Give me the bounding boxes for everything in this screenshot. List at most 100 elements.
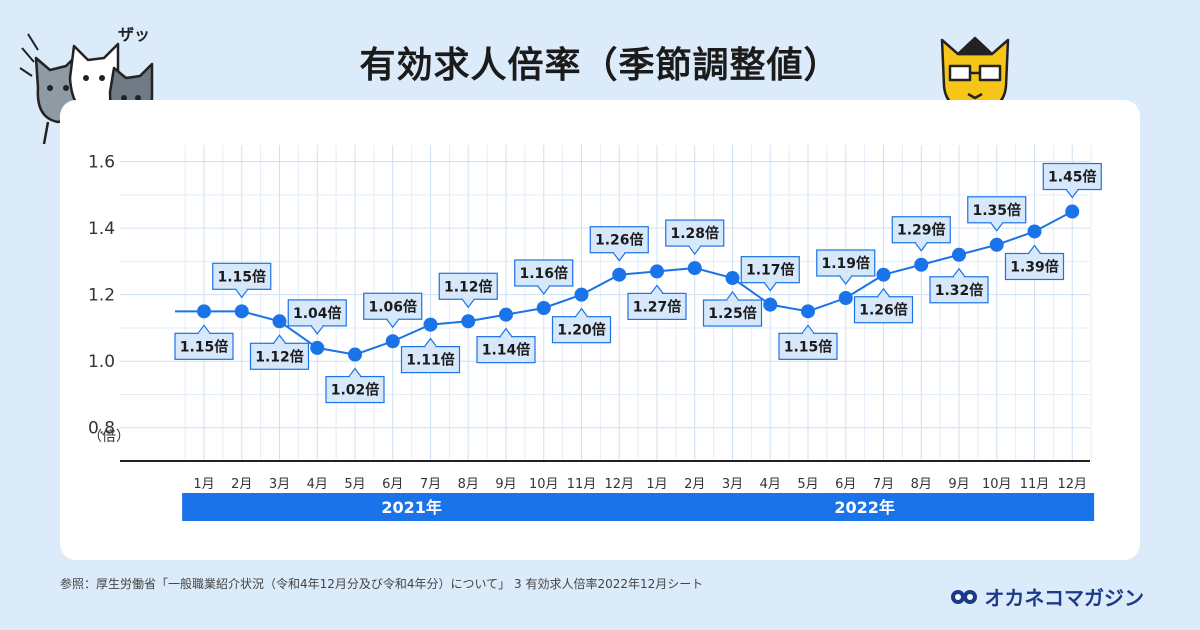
x-tick-label: 5月 bbox=[797, 477, 818, 492]
data-label: 1.39倍 bbox=[1004, 244, 1065, 281]
brand-logo: オカネコマガジン bbox=[950, 582, 1144, 611]
data-label-pointer bbox=[386, 318, 400, 329]
data-label: 1.19倍 bbox=[816, 249, 876, 286]
data-label-text: 1.17倍 bbox=[746, 262, 795, 279]
data-point bbox=[876, 267, 891, 282]
data-point bbox=[461, 314, 476, 329]
x-tick-label: 4月 bbox=[760, 477, 781, 492]
data-label-text: 1.06倍 bbox=[368, 298, 417, 315]
chart-card: 0.8 1.0 1.2 1.4 1.6 （倍） 1月 2月 3月 4月 5月 6月 7月 8月 9月 10月 1… bbox=[60, 100, 1140, 560]
data-label: 1.26倍 bbox=[589, 226, 649, 262]
data-label: 1.15倍 bbox=[778, 324, 838, 360]
data-label: 1.14倍 bbox=[476, 327, 536, 364]
logo-mark-icon bbox=[951, 589, 978, 604]
data-label-pointer bbox=[914, 242, 928, 252]
data-label-text: 1.20倍 bbox=[557, 322, 606, 339]
data-label-text: 1.26倍 bbox=[595, 232, 644, 249]
x-tick-label: 1月 bbox=[193, 477, 214, 492]
data-label: 1.20倍 bbox=[551, 307, 612, 344]
data-label: 1.15倍 bbox=[212, 262, 272, 299]
data-label: 1.12倍 bbox=[249, 334, 310, 370]
data-label-box bbox=[589, 226, 649, 254]
data-point bbox=[197, 304, 211, 319]
data-label: 1.16倍 bbox=[514, 259, 574, 295]
data-label-pointer bbox=[537, 285, 551, 295]
data-point bbox=[1065, 204, 1080, 219]
data-label-box bbox=[476, 336, 536, 364]
data-label: 1.06倍 bbox=[363, 292, 423, 329]
y-tick-label: 0.8 bbox=[88, 419, 115, 439]
line-chart: 0.8 1.0 1.2 1.4 1.6 （倍） 1月 2月 3月 4月 5月 6月 7月 8月 9月 10月 1… bbox=[88, 145, 1102, 521]
y-tick-label: 1.0 bbox=[88, 352, 115, 372]
data-label-text: 1.26倍 bbox=[859, 302, 908, 319]
data-label: 1.28倍 bbox=[665, 219, 725, 256]
data-label-pointer bbox=[1028, 244, 1041, 254]
data-label: 1.32倍 bbox=[929, 267, 989, 304]
data-label: 1.45倍 bbox=[1042, 162, 1102, 199]
data-label-pointer bbox=[1065, 189, 1079, 199]
data-label-box bbox=[363, 292, 423, 320]
data-label-text: 1.19倍 bbox=[821, 255, 870, 272]
data-label-pointer bbox=[273, 334, 286, 344]
x-tick-label: 5月 bbox=[344, 477, 365, 492]
data-label-box bbox=[929, 276, 989, 304]
data-label-text: 1.27倍 bbox=[633, 298, 682, 315]
data-point bbox=[801, 304, 815, 319]
x-tick-label: 6月 bbox=[835, 477, 856, 492]
data-label-pointer bbox=[612, 252, 626, 262]
data-label-box bbox=[778, 332, 838, 360]
data-label-text: 1.04倍 bbox=[293, 305, 342, 322]
data-label: 1.02倍 bbox=[325, 367, 385, 404]
x-tick-label: 7月 bbox=[420, 477, 441, 492]
x-tick-label: 9月 bbox=[495, 477, 516, 492]
data-label-box bbox=[740, 256, 800, 284]
data-point bbox=[1027, 224, 1042, 239]
data-label-text: 1.16倍 bbox=[519, 265, 568, 282]
x-tick-label: 9月 bbox=[948, 477, 969, 492]
data-label: 1.15倍 bbox=[174, 324, 234, 360]
data-label-pointer bbox=[952, 267, 966, 278]
data-label-pointer bbox=[801, 324, 815, 334]
data-label-pointer bbox=[461, 298, 475, 309]
x-tick-label: 11月 bbox=[567, 477, 597, 492]
data-point bbox=[687, 261, 702, 276]
data-label: 1.35倍 bbox=[967, 196, 1027, 232]
logo-text: オカネコマガジン bbox=[984, 586, 1144, 610]
x-tick-label: 4月 bbox=[307, 477, 328, 492]
source-note: 参照：厚生労働省「一般職業紹介状況（令和4年12月分及び令和4年分）について」 … bbox=[60, 577, 704, 591]
data-label-text: 1.02倍 bbox=[331, 382, 380, 399]
data-label-pointer bbox=[763, 282, 777, 292]
data-label-pointer bbox=[310, 325, 324, 335]
data-label-pointer bbox=[839, 275, 853, 286]
data-point bbox=[612, 267, 627, 282]
data-label-pointer bbox=[499, 327, 513, 338]
data-label: 1.11倍 bbox=[400, 337, 461, 374]
x-tick-label: 2月 bbox=[684, 477, 705, 492]
data-label-text: 1.15倍 bbox=[784, 338, 833, 355]
data-label-text: 1.29倍 bbox=[897, 222, 946, 239]
data-label-box bbox=[249, 342, 310, 370]
data-label-box bbox=[551, 316, 612, 344]
x-tick-label: 11月 bbox=[1020, 477, 1050, 492]
data-label-pointer bbox=[688, 245, 702, 256]
data-label-box bbox=[287, 299, 347, 327]
data-label-box bbox=[816, 249, 876, 277]
data-point bbox=[914, 257, 929, 272]
x-tick-label: 8月 bbox=[458, 477, 479, 492]
data-label-box bbox=[212, 262, 272, 290]
data-label-box bbox=[325, 375, 385, 404]
data-point bbox=[234, 304, 249, 319]
data-label-box bbox=[702, 299, 763, 327]
x-tick-label: 2月 bbox=[231, 477, 252, 492]
data-point bbox=[272, 314, 287, 329]
data-label-box bbox=[1042, 162, 1102, 191]
data-label-pointer bbox=[726, 291, 739, 301]
data-label-pointer bbox=[575, 307, 588, 318]
x-tick-label: 3月 bbox=[722, 477, 743, 492]
data-label-pointer bbox=[197, 324, 211, 334]
year-bar bbox=[635, 493, 1095, 521]
data-label: 1.12倍 bbox=[438, 272, 498, 309]
y-tick-label: 1.2 bbox=[88, 286, 115, 306]
data-point bbox=[763, 297, 778, 312]
year-label: 2021年 bbox=[381, 498, 442, 517]
